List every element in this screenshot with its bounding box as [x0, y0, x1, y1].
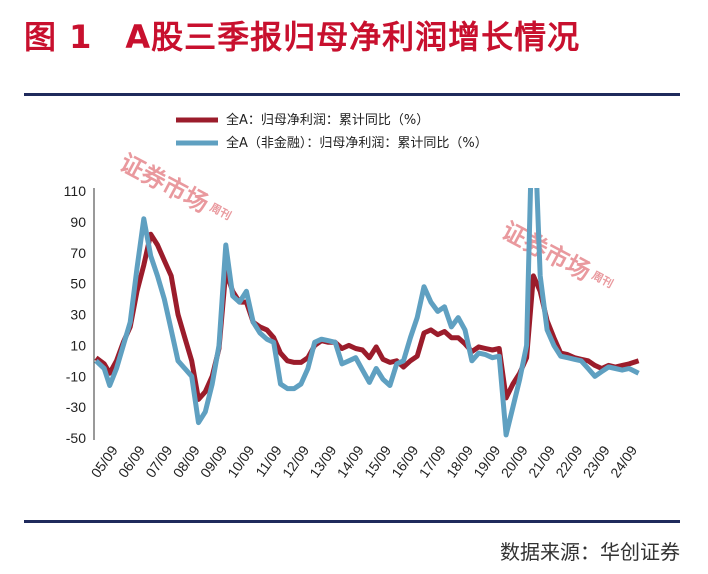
y-tick-label: 10	[70, 337, 86, 353]
x-tick-label: 24/09	[607, 442, 640, 480]
x-tick-label: 12/09	[279, 442, 312, 480]
y-tick-label: -30	[66, 399, 86, 415]
y-tick-label: -10	[66, 368, 86, 384]
x-tick-label: 10/09	[224, 442, 257, 480]
watermark-sub: 周刊	[208, 201, 234, 223]
watermark-sub: 周刊	[590, 269, 616, 291]
x-tick-label: 13/09	[306, 442, 339, 480]
line-chart: 全A：归母净利润：累计同比（%） 全A（非金融）：归母净利润：累计同比（%） 证…	[64, 112, 641, 480]
x-tick-label: 19/09	[470, 442, 503, 480]
legend-label-series-1: 全A：归母净利润：累计同比（%）	[226, 112, 429, 128]
x-tick-label: 18/09	[443, 442, 476, 480]
watermark-left: 证券市场 周刊	[115, 149, 234, 223]
watermark-text: 证券市场	[115, 149, 213, 219]
y-tick-label: 70	[70, 245, 86, 261]
watermark-right: 证券市场 周刊	[497, 217, 616, 291]
x-tick-label: 16/09	[388, 442, 421, 480]
y-tick-label: 110	[64, 183, 87, 199]
top-divider	[24, 93, 680, 96]
x-tick-label: 09/09	[197, 442, 230, 480]
source-note: 数据来源：华创证券	[500, 540, 680, 564]
x-tick-label: 14/09	[334, 442, 367, 480]
y-tick-label: 90	[70, 214, 86, 230]
x-tick-label: 07/09	[142, 442, 175, 480]
x-tick-label: 05/09	[88, 442, 121, 480]
x-tick-label: 15/09	[361, 442, 394, 480]
series-2-line	[94, 188, 640, 438]
x-tick-label: 20/09	[498, 442, 531, 480]
watermark-text: 证券市场	[497, 217, 595, 287]
x-tick-label: 23/09	[580, 442, 613, 480]
x-tick-label: 22/09	[552, 442, 585, 480]
x-tick-label: 11/09	[252, 442, 285, 479]
x-tick-label: 21/09	[525, 442, 558, 480]
legend: 全A：归母净利润：累计同比（%） 全A（非金融）：归母净利润：累计同比（%）	[176, 112, 488, 151]
page-title: 图 1 A股三季报归母净利润增长情况	[24, 18, 581, 56]
y-tick-label: 30	[70, 307, 86, 323]
legend-label-series-2: 全A（非金融）：归母净利润：累计同比（%）	[226, 135, 488, 151]
x-axis-ticks: 05/0906/0907/0908/0909/0910/0911/0912/09…	[88, 442, 641, 480]
bottom-divider	[24, 520, 680, 523]
y-tick-label: 50	[70, 276, 86, 292]
plot-area	[94, 188, 640, 438]
x-tick-label: 06/09	[115, 442, 148, 480]
y-tick-label: -50	[66, 430, 86, 446]
x-tick-label: 17/09	[416, 442, 449, 480]
x-tick-label: 08/09	[170, 442, 203, 480]
y-axis-ticks: 110 90 70 50 30 10 -10 -30 -50	[64, 183, 87, 446]
